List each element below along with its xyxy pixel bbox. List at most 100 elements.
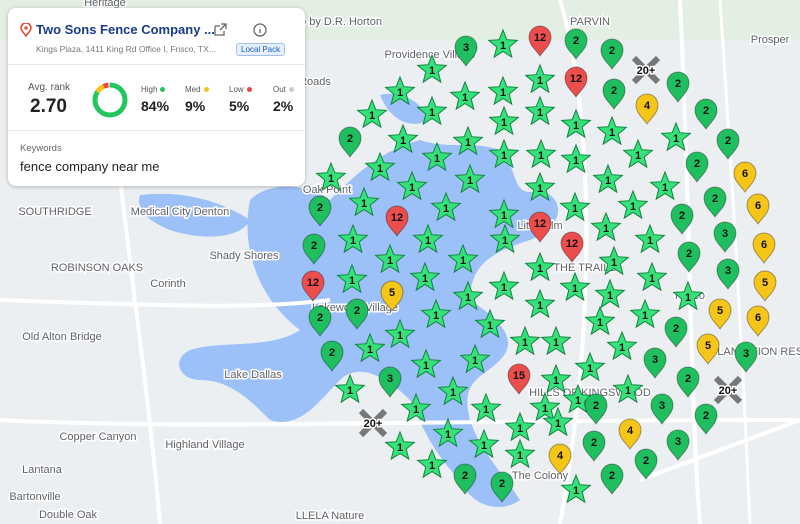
rank-marker[interactable]: 2 [602,78,626,110]
rank-marker[interactable]: 1 [421,141,453,172]
rank-marker[interactable]: 1 [524,63,556,94]
rank-marker[interactable]: 2 [634,448,658,480]
rank-marker[interactable]: 1 [590,211,622,242]
rank-marker[interactable]: 1 [524,95,556,126]
rank-marker[interactable]: 1 [612,373,644,404]
rank-marker[interactable]: 1 [400,392,432,423]
rank-marker[interactable]: 3 [716,258,740,290]
rank-marker[interactable]: 1 [540,363,572,394]
rank-marker[interactable]: 1 [562,383,594,414]
rank-marker[interactable]: 2 [345,298,369,330]
rank-marker[interactable]: 1 [356,98,388,129]
rank-marker[interactable]: 1 [584,305,616,336]
rank-marker[interactable]: 1 [636,261,668,292]
rank-marker[interactable]: 1 [432,417,464,448]
rank-marker[interactable]: 2 [302,233,326,265]
rank-marker[interactable]: 2 [694,98,718,130]
rank-marker[interactable]: 2 [666,71,690,103]
rank-marker[interactable]: 1 [560,143,592,174]
rank-marker[interactable]: 1 [559,191,591,222]
rank-marker[interactable]: 1 [488,138,520,169]
rank-marker[interactable]: 1 [542,406,574,437]
rank-marker[interactable]: 2 [320,340,344,372]
rank-marker[interactable]: 2 [694,403,718,435]
rank-marker[interactable]: 1 [468,428,500,459]
rank-marker[interactable]: 1 [488,105,520,136]
rank-marker[interactable]: 2 [490,471,514,503]
rank-marker[interactable]: 1 [430,191,462,222]
rank-marker[interactable]: 1 [672,280,704,311]
rank-marker[interactable]: 5 [708,298,732,330]
rank-marker[interactable]: 1 [504,438,536,469]
rank-marker[interactable]: 2 [453,463,477,495]
rank-marker[interactable]: 2 [564,28,588,60]
rank-marker[interactable]: 2 [716,128,740,160]
rank-marker[interactable]: 1 [454,163,486,194]
rank-marker[interactable]: 1 [488,198,520,229]
rank-marker[interactable]: 1 [540,325,572,356]
rank-marker[interactable]: 6 [746,305,770,337]
rank-marker[interactable]: 1 [374,243,406,274]
rank-marker[interactable]: 12 [301,270,325,302]
rank-marker[interactable]: 2 [582,430,606,462]
rank-marker[interactable]: 1 [364,151,396,182]
rank-marker[interactable]: 1 [504,411,536,442]
rank-marker[interactable]: 3 [666,429,690,461]
rank-marker[interactable]: 3 [454,35,478,67]
rank-marker[interactable]: 1 [315,161,347,192]
rank-marker[interactable]: 1 [487,75,519,106]
rank-marker[interactable]: 1 [574,351,606,382]
rank-marker[interactable]: 2 [664,316,688,348]
rank-marker[interactable]: 4 [635,93,659,125]
rank-marker[interactable]: 3 [643,347,667,379]
rank-marker[interactable]: 2 [600,463,624,495]
rank-marker[interactable]: 1 [387,123,419,154]
rank-marker[interactable]: 1 [420,298,452,329]
rank-marker[interactable]: 12 [528,211,552,243]
rank-marker[interactable]: 1 [594,278,626,309]
rank-marker[interactable]: 1 [410,348,442,379]
rank-marker[interactable]: 4 [618,418,642,450]
rank-marker[interactable]: 1 [348,186,380,217]
rank-marker[interactable]: 12 [560,231,584,263]
rank-marker[interactable]: 1 [622,138,654,169]
rank-marker[interactable]: 2 [308,195,332,227]
rank-marker[interactable]: 1 [474,308,506,339]
rank-marker[interactable]: 12 [528,25,552,57]
rank-marker[interactable]: 1 [384,75,416,106]
rank-marker[interactable]: 6 [746,193,770,225]
rank-marker[interactable]: 1 [598,245,630,276]
rank-marker[interactable]: 5 [696,333,720,365]
rank-marker[interactable]: 1 [649,170,681,201]
rank-marker[interactable]: 15 [507,363,531,395]
rank-marker[interactable]: 1 [416,448,448,479]
rank-marker[interactable]: 1 [606,330,638,361]
rank-marker[interactable]: 3 [734,341,758,373]
rank-marker[interactable]: 3 [650,393,674,425]
rank-marker[interactable]: 12 [385,205,409,237]
rank-marker[interactable]: 1 [488,270,520,301]
rank-marker[interactable]: 4 [548,443,572,475]
rank-marker[interactable]: 2 [677,241,701,273]
rank-marker[interactable]: 2 [338,126,362,158]
rank-marker[interactable]: 1 [452,125,484,156]
rank-marker[interactable]: 1 [470,392,502,423]
rank-marker[interactable]: 1 [384,318,416,349]
rank-marker[interactable]: 1 [416,95,448,126]
rank-marker[interactable]: 2 [584,393,608,425]
rank-marker[interactable]: 2 [670,203,694,235]
rank-marker[interactable]: 1 [559,271,591,302]
rank-marker[interactable]: 2 [685,151,709,183]
rank-marker[interactable]: 1 [489,223,521,254]
rank-marker[interactable]: 1 [412,223,444,254]
rank-marker[interactable]: 1 [452,280,484,311]
rank-marker[interactable]: 3 [713,221,737,253]
rank-marker[interactable]: 5 [380,280,404,312]
business-name[interactable]: Two Sons Fence Company ... [36,22,215,37]
rank-marker[interactable]: 1 [449,80,481,111]
rank-marker[interactable]: 1 [384,430,416,461]
rank-marker[interactable]: 1 [396,170,428,201]
rank-marker[interactable]: 1 [560,473,592,504]
rank-marker[interactable]: 6 [733,161,757,193]
rank-marker[interactable]: 1 [660,121,692,152]
